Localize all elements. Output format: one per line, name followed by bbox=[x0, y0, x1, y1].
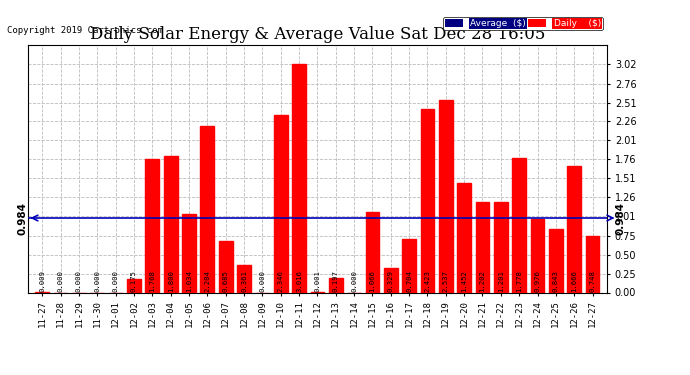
Text: Copyright 2019 Cartronics.com: Copyright 2019 Cartronics.com bbox=[7, 26, 163, 35]
Text: 0.000: 0.000 bbox=[58, 270, 63, 292]
Bar bbox=[384, 268, 397, 292]
Text: 0.000: 0.000 bbox=[95, 270, 100, 292]
Text: 1.452: 1.452 bbox=[461, 270, 467, 292]
Bar bbox=[127, 279, 141, 292]
Text: 0.984: 0.984 bbox=[17, 201, 27, 234]
Text: 0.197: 0.197 bbox=[333, 270, 339, 292]
Bar bbox=[366, 212, 380, 292]
Bar bbox=[586, 236, 600, 292]
Text: 3.016: 3.016 bbox=[296, 270, 302, 292]
Legend: Average  ($), Daily    ($): Average ($), Daily ($) bbox=[443, 17, 602, 30]
Text: 1.034: 1.034 bbox=[186, 270, 192, 292]
Text: 1.201: 1.201 bbox=[497, 270, 504, 292]
Bar bbox=[475, 201, 489, 292]
Text: 0.000: 0.000 bbox=[351, 270, 357, 292]
Text: 0.685: 0.685 bbox=[223, 270, 228, 292]
Text: 0.000: 0.000 bbox=[112, 270, 119, 292]
Bar bbox=[531, 219, 544, 292]
Bar bbox=[201, 126, 214, 292]
Text: 0.361: 0.361 bbox=[241, 270, 247, 292]
Bar bbox=[219, 241, 233, 292]
Text: 0.175: 0.175 bbox=[131, 270, 137, 292]
Text: 0.329: 0.329 bbox=[388, 270, 394, 292]
Bar bbox=[494, 202, 508, 292]
Text: 1.778: 1.778 bbox=[516, 270, 522, 292]
Text: 1.800: 1.800 bbox=[168, 270, 174, 292]
Text: 0.748: 0.748 bbox=[589, 270, 595, 292]
Text: 2.204: 2.204 bbox=[204, 270, 210, 292]
Text: 1.202: 1.202 bbox=[480, 270, 486, 292]
Bar bbox=[421, 109, 434, 292]
Text: 2.346: 2.346 bbox=[277, 270, 284, 292]
Bar bbox=[329, 278, 343, 292]
Bar bbox=[402, 239, 416, 292]
Text: 0.704: 0.704 bbox=[406, 270, 412, 292]
Text: 2.423: 2.423 bbox=[424, 270, 431, 292]
Bar bbox=[512, 158, 526, 292]
Text: 0.976: 0.976 bbox=[535, 270, 540, 292]
Text: 0.000: 0.000 bbox=[76, 270, 82, 292]
Text: 2.537: 2.537 bbox=[443, 270, 448, 292]
Text: 0.009: 0.009 bbox=[39, 270, 46, 292]
Bar bbox=[567, 166, 581, 292]
Bar bbox=[274, 115, 288, 292]
Text: 1.768: 1.768 bbox=[149, 270, 155, 292]
Title: Daily Solar Energy & Average Value Sat Dec 28 16:05: Daily Solar Energy & Average Value Sat D… bbox=[90, 27, 545, 44]
Bar bbox=[146, 159, 159, 292]
Text: 1.666: 1.666 bbox=[571, 270, 577, 292]
Text: 1.066: 1.066 bbox=[369, 270, 375, 292]
Text: 0.984: 0.984 bbox=[615, 201, 625, 234]
Bar bbox=[182, 214, 196, 292]
Text: 0.000: 0.000 bbox=[259, 270, 266, 292]
Bar bbox=[439, 100, 453, 292]
Text: 0.843: 0.843 bbox=[553, 270, 559, 292]
Bar bbox=[457, 183, 471, 292]
Bar bbox=[237, 265, 251, 292]
Text: 0.001: 0.001 bbox=[315, 270, 320, 292]
Bar bbox=[549, 229, 563, 292]
Bar bbox=[292, 64, 306, 292]
Bar bbox=[164, 156, 177, 292]
